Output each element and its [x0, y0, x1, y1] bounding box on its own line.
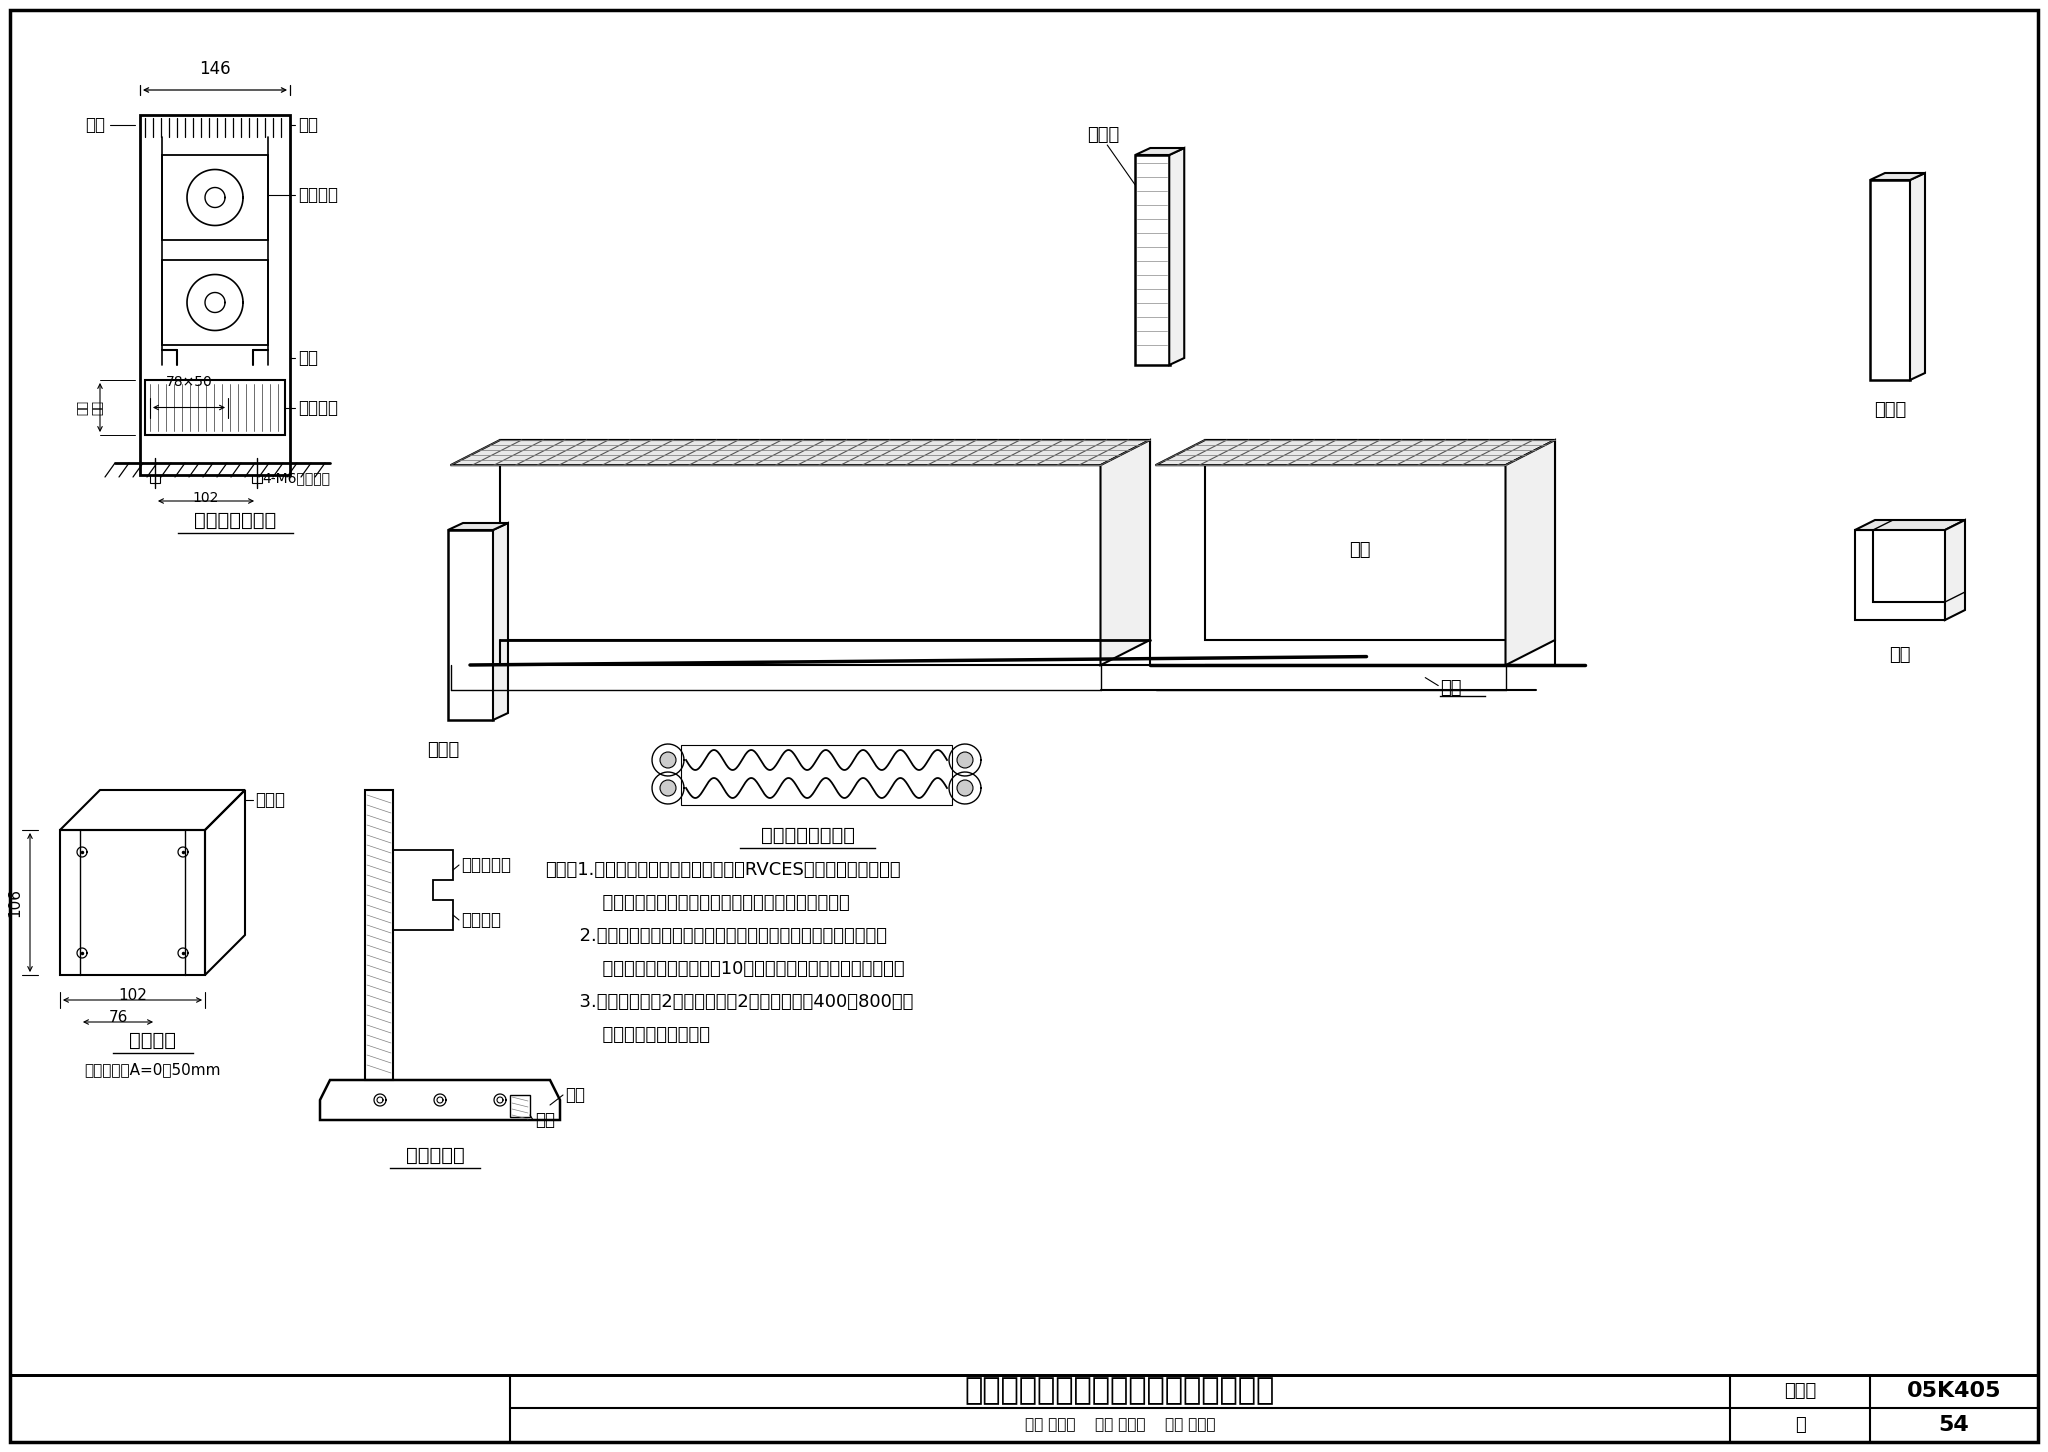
Text: 散热元件: 散热元件 [299, 186, 338, 203]
Text: 102: 102 [119, 987, 147, 1003]
Text: 3.每块面板应有2个支架支撑，2个支架间距为400～800，对: 3.每块面板应有2个支架支撑，2个支架间距为400～800，对 [545, 993, 913, 1011]
Polygon shape [494, 523, 508, 720]
Text: 说明：1.本页为铜管铝翅片对流散热器（RVCES型）水平连续落地安: 说明：1.本页为铜管铝翅片对流散热器（RVCES型）水平连续落地安 [545, 861, 901, 878]
Polygon shape [1855, 520, 1964, 530]
Bar [10, 1375, 2038, 1442]
Polygon shape [1204, 440, 1554, 640]
Text: 底座: 底座 [1440, 678, 1462, 697]
Text: 可调范围：A=0～50mm: 可调范围：A=0～50mm [84, 1063, 221, 1077]
Text: 图集号: 图集号 [1784, 1382, 1817, 1400]
Text: 内底座: 内底座 [256, 791, 285, 809]
Text: 装。根据保定太行热士美公司提供的技术资料编制。: 装。根据保定太行热士美公司提供的技术资料编制。 [545, 894, 850, 912]
Text: 单板: 单板 [1350, 542, 1370, 559]
Bar [162, 260, 268, 346]
Bar [1870, 180, 1911, 380]
Text: 页: 页 [1794, 1416, 1806, 1435]
Bar [1135, 155, 1169, 364]
Text: 当散热元件连接长度超过10米时，应考虑管道热膨胀的影响。: 当散热元件连接长度超过10米时，应考虑管道热膨胀的影响。 [545, 960, 905, 979]
Text: 右端盖: 右端盖 [1874, 401, 1907, 420]
Bar [252, 475, 262, 484]
Text: 内角: 内角 [1888, 646, 1911, 664]
Bar [449, 530, 494, 720]
Text: 05K405: 05K405 [1907, 1381, 2001, 1401]
Polygon shape [1169, 148, 1184, 364]
Text: 146: 146 [199, 60, 231, 78]
Polygon shape [1155, 440, 1554, 465]
Bar [510, 1095, 530, 1117]
Text: 78×50: 78×50 [166, 375, 213, 389]
Bar [139, 115, 291, 475]
Circle shape [659, 752, 676, 768]
Polygon shape [1505, 440, 1554, 665]
Polygon shape [1135, 148, 1184, 155]
Text: 扣条: 扣条 [299, 348, 317, 367]
Polygon shape [1100, 440, 1151, 665]
Text: 2.散热器距地高度可按设计要求。未明确时，按底座高度确定。: 2.散热器距地高度可按设计要求。未明确时，按底座高度确定。 [545, 926, 887, 945]
Text: 4-M6胀锚螺栓: 4-M6胀锚螺栓 [262, 470, 330, 485]
Circle shape [956, 780, 973, 796]
Text: 可调
范围: 可调 范围 [76, 399, 104, 415]
Circle shape [956, 752, 973, 768]
Text: 可调底座: 可调底座 [129, 1031, 176, 1050]
Text: 元件支架图: 元件支架图 [406, 1146, 465, 1165]
Circle shape [659, 780, 676, 796]
Text: 54: 54 [1939, 1416, 1970, 1435]
Text: 连接件: 连接件 [1087, 126, 1120, 144]
Bar [365, 790, 393, 1080]
Polygon shape [1911, 173, 1925, 380]
Polygon shape [1946, 520, 1964, 620]
Bar [150, 475, 160, 484]
Text: 可调底座: 可调底座 [299, 398, 338, 417]
Text: 审核 孙淑萍    校对 劳逸民    设计 胡建丽: 审核 孙淑萍 校对 劳逸民 设计 胡建丽 [1024, 1417, 1214, 1433]
Polygon shape [500, 440, 1151, 640]
Text: 按需要设置软连接: 按需要设置软连接 [760, 826, 854, 845]
Text: 元件支架: 元件支架 [461, 910, 502, 929]
Text: 106: 106 [8, 889, 23, 918]
Text: 称支撑在散热器两端。: 称支撑在散热器两端。 [545, 1027, 711, 1044]
Text: 102: 102 [193, 491, 219, 505]
Text: 底板: 底板 [565, 1086, 586, 1104]
Text: 左端盖: 左端盖 [426, 741, 459, 759]
Text: 扣条: 扣条 [535, 1111, 555, 1130]
Bar [162, 155, 268, 240]
Bar [682, 745, 952, 804]
Text: 支架: 支架 [86, 116, 104, 134]
Polygon shape [451, 440, 1151, 465]
Polygon shape [449, 523, 508, 530]
Text: 铜管铝翅片散热器水平连续安装（三）: 铜管铝翅片散热器水平连续安装（三） [965, 1376, 1276, 1406]
Polygon shape [1870, 173, 1925, 180]
Text: 支架承接件: 支架承接件 [461, 857, 512, 874]
Text: 76: 76 [109, 1011, 127, 1025]
Text: 散热器落地安装: 散热器落地安装 [195, 511, 276, 530]
Bar [145, 380, 285, 436]
Text: 面板: 面板 [299, 116, 317, 134]
